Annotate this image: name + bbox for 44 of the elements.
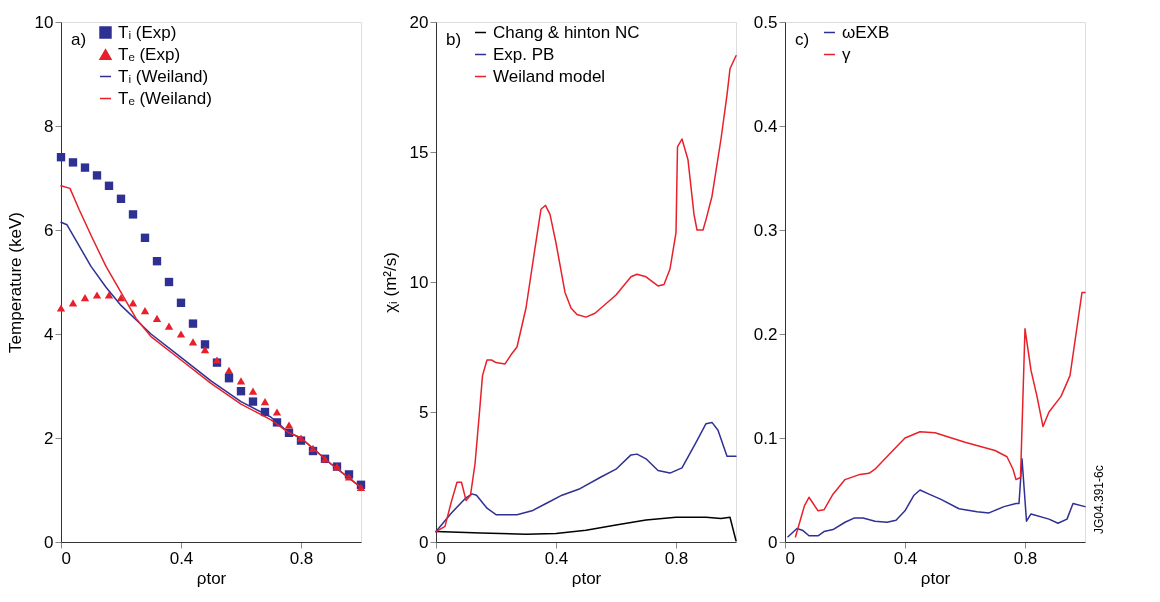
x-tick-label: 0.4 [544,548,569,568]
annotation: a) [71,30,87,49]
legend-label: γ [842,44,851,64]
y-tick-label: 0.3 [753,220,778,240]
x-tick-label: 0.8 [1013,548,1038,568]
y-tick-label: 10 [409,272,429,292]
x-tick-label: 0.8 [289,548,314,568]
x-tick-label: 0 [436,548,446,568]
x-tick-label: 0.4 [893,548,918,568]
x-axis-title: ρtor [571,568,602,588]
x-axis-title: ρtor [920,568,951,588]
x-tick-label: 0 [785,548,795,568]
y-tick-label: 4 [44,324,54,344]
annotation: c) [795,30,810,49]
y-tick-label: 6 [44,220,54,240]
y-tick-label: 20 [409,12,429,32]
y-tick-label: 8 [44,116,54,136]
y-tick-label: 0.1 [753,428,778,448]
annotation: b) [446,30,462,49]
y-tick-label: 10 [34,12,54,32]
y-axis-title: Temperature (keV) [5,212,25,353]
x-tick-label: 0.8 [664,548,689,568]
y-tick-label: 0.5 [753,12,778,32]
legend-label: Chang & hinton NC [493,22,640,42]
y-tick-label: 0.4 [753,116,778,136]
legend-label: Exp. PB [493,44,555,64]
y-tick-label: 15 [409,142,429,162]
x-tick-label: 0.4 [169,548,194,568]
legend-label: Tₑ (Exp) [118,44,181,64]
y-tick-label: 0 [419,532,429,552]
y-tick-label: 2 [44,428,54,448]
legend-label: Tₑ (Weiland) [118,88,212,108]
x-tick-label: 0 [61,548,71,568]
text: JG04.391-6c [1092,465,1106,534]
y-axis-title: χᵢ (m²/s) [380,252,400,313]
y-tick-label: 0 [768,532,778,552]
legend-label: Weiland model [493,66,606,86]
legend-label: ωEXB [842,22,890,42]
y-tick-label: 0.2 [753,324,778,344]
legend-label: Tᵢ (Weiland) [118,66,209,86]
y-tick-label: 5 [419,402,429,422]
legend-label: Tᵢ (Exp) [118,22,177,42]
y-tick-label: 0 [44,532,54,552]
x-axis-title: ρtor [196,568,227,588]
